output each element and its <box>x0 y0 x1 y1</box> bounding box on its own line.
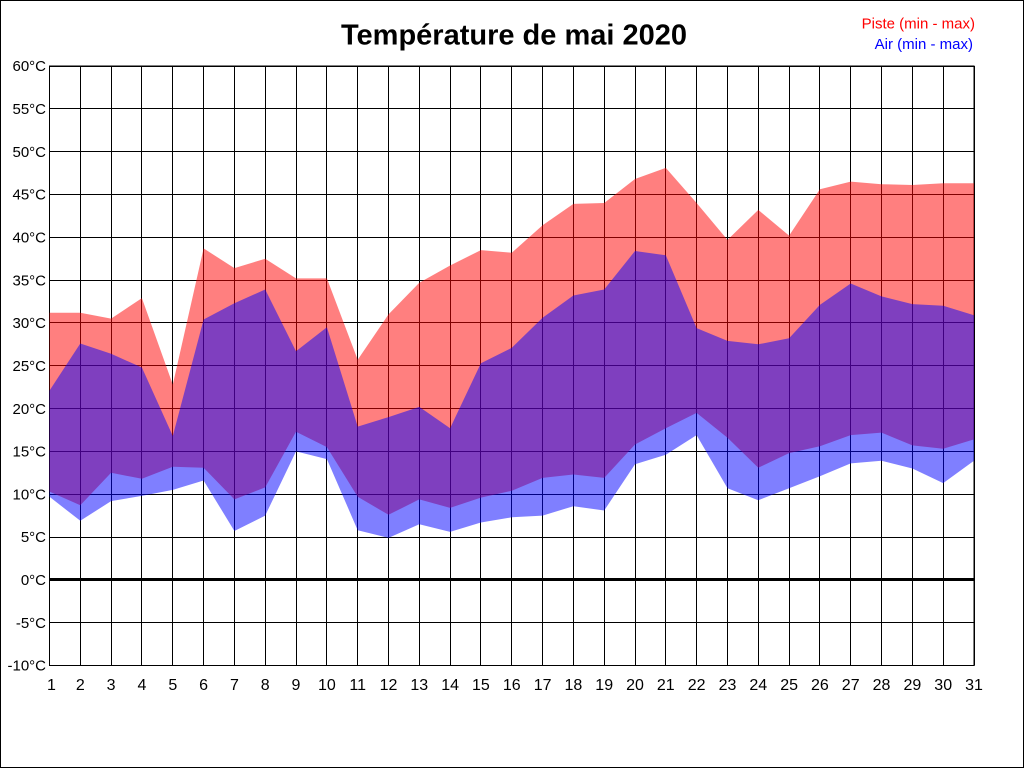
svg-text:5: 5 <box>168 677 177 694</box>
svg-text:4: 4 <box>137 677 146 694</box>
svg-text:40°C: 40°C <box>12 230 46 247</box>
svg-text:11: 11 <box>349 677 366 694</box>
svg-text:23: 23 <box>719 677 737 694</box>
svg-text:25°C: 25°C <box>12 358 46 375</box>
svg-text:8: 8 <box>261 677 270 694</box>
svg-text:12: 12 <box>380 677 398 694</box>
svg-text:29: 29 <box>904 677 922 694</box>
svg-text:2: 2 <box>76 677 85 694</box>
svg-text:24: 24 <box>749 677 767 694</box>
svg-text:30°C: 30°C <box>12 315 46 332</box>
svg-text:5°C: 5°C <box>21 529 46 546</box>
svg-text:10: 10 <box>318 677 336 694</box>
svg-text:13: 13 <box>410 677 428 694</box>
svg-text:17: 17 <box>534 677 552 694</box>
svg-text:55°C: 55°C <box>12 101 46 118</box>
svg-text:15: 15 <box>472 677 490 694</box>
svg-text:Température de mai 2020: Température de mai 2020 <box>341 20 687 52</box>
svg-text:45°C: 45°C <box>12 187 46 204</box>
svg-text:50°C: 50°C <box>12 144 46 161</box>
svg-text:21: 21 <box>657 677 675 694</box>
svg-text:-5°C: -5°C <box>16 615 46 632</box>
svg-text:25: 25 <box>780 677 798 694</box>
svg-text:15°C: 15°C <box>12 444 46 461</box>
svg-text:27: 27 <box>842 677 860 694</box>
svg-text:-10°C: -10°C <box>7 658 46 675</box>
svg-text:6: 6 <box>199 677 208 694</box>
svg-text:10°C: 10°C <box>12 486 46 503</box>
svg-text:16: 16 <box>503 677 521 694</box>
svg-text:9: 9 <box>292 677 301 694</box>
svg-text:31: 31 <box>965 677 983 694</box>
svg-text:22: 22 <box>688 677 706 694</box>
svg-text:0°C: 0°C <box>21 572 46 589</box>
svg-text:30: 30 <box>934 677 952 694</box>
svg-text:Air (min - max): Air (min - max) <box>875 36 973 53</box>
svg-text:1: 1 <box>47 677 56 694</box>
svg-text:26: 26 <box>811 677 829 694</box>
svg-text:20: 20 <box>626 677 644 694</box>
svg-text:19: 19 <box>595 677 613 694</box>
svg-text:18: 18 <box>565 677 583 694</box>
svg-text:60°C: 60°C <box>12 58 46 75</box>
svg-text:35°C: 35°C <box>12 272 46 289</box>
svg-text:3: 3 <box>107 677 116 694</box>
svg-text:7: 7 <box>230 677 239 694</box>
svg-text:14: 14 <box>441 677 459 694</box>
svg-text:20°C: 20°C <box>12 401 46 418</box>
svg-text:28: 28 <box>873 677 891 694</box>
svg-text:Piste (min - max): Piste (min - max) <box>862 16 975 33</box>
